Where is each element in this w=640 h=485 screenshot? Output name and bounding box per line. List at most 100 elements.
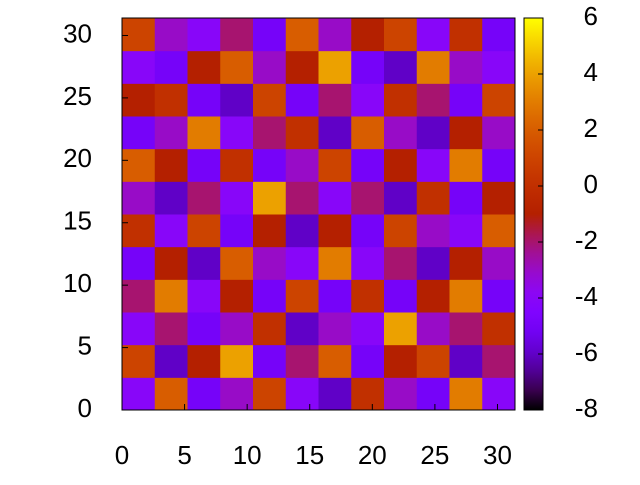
heat-cell: [154, 50, 188, 84]
heat-cell: [122, 116, 156, 150]
heat-cell: [482, 377, 516, 411]
heat-cell: [187, 18, 221, 52]
heat-cell: [187, 377, 221, 411]
heat-cell: [154, 246, 188, 280]
y-tick-label: 30: [63, 18, 92, 48]
heat-cell: [253, 312, 287, 346]
heat-cell: [220, 18, 254, 52]
heat-cell: [220, 344, 254, 378]
heat-cell: [285, 181, 319, 215]
heat-cell: [384, 377, 418, 411]
heat-cell: [187, 181, 221, 215]
heat-cell: [154, 116, 188, 150]
heat-cell: [416, 377, 450, 411]
heat-cell: [187, 344, 221, 378]
heat-cell: [253, 246, 287, 280]
heat-cell: [318, 312, 352, 346]
heat-cell: [416, 18, 450, 52]
heat-cell: [220, 377, 254, 411]
heat-cell: [253, 279, 287, 313]
heat-cell: [318, 50, 352, 84]
heat-cell: [253, 83, 287, 117]
colorbar-tick-label: 4: [584, 57, 598, 87]
heat-cell: [416, 312, 450, 346]
heat-cell: [384, 116, 418, 150]
heat-cell: [122, 214, 156, 248]
heat-cell: [351, 148, 385, 182]
heat-cell: [154, 83, 188, 117]
heat-cell: [154, 18, 188, 52]
heat-cell: [384, 83, 418, 117]
heat-cell: [187, 116, 221, 150]
heat-cell: [318, 18, 352, 52]
heat-cell: [351, 116, 385, 150]
heat-cell: [482, 181, 516, 215]
heat-cell: [253, 214, 287, 248]
heat-cell: [482, 246, 516, 280]
heat-cell: [285, 148, 319, 182]
heat-cell: [482, 214, 516, 248]
heat-cell: [285, 83, 319, 117]
heat-cell: [253, 377, 287, 411]
heat-cell: [285, 312, 319, 346]
colorbar-tick-label: 6: [584, 1, 598, 31]
heat-cell: [416, 246, 450, 280]
heat-cell: [187, 148, 221, 182]
heat-cell: [187, 246, 221, 280]
plot-border: [121, 17, 516, 411]
heat-cell: [416, 50, 450, 84]
heat-cell: [122, 181, 156, 215]
heat-cell: [220, 83, 254, 117]
heat-cell: [154, 214, 188, 248]
y-tick-label: 0: [78, 393, 92, 423]
heat-cell: [187, 214, 221, 248]
heat-cell: [449, 246, 483, 280]
heat-cell: [220, 214, 254, 248]
heat-cell: [122, 279, 156, 313]
heat-cell: [384, 50, 418, 84]
heat-cell: [482, 344, 516, 378]
heat-cell: [318, 377, 352, 411]
heat-cell: [318, 83, 352, 117]
x-tick-label: 5: [177, 440, 191, 470]
heat-cell: [122, 344, 156, 378]
heat-cell: [416, 344, 450, 378]
heat-cell: [285, 18, 319, 52]
heat-cell: [416, 279, 450, 313]
y-tick-label: 15: [63, 206, 92, 236]
heat-cell: [318, 214, 352, 248]
heat-cell: [449, 116, 483, 150]
heat-cell: [154, 148, 188, 182]
heat-cell: [285, 377, 319, 411]
heat-cell: [416, 83, 450, 117]
heat-cell: [318, 181, 352, 215]
heat-cell: [318, 344, 352, 378]
heat-cell: [220, 181, 254, 215]
heat-cell: [384, 214, 418, 248]
heat-cell: [384, 312, 418, 346]
heat-cell: [285, 246, 319, 280]
heat-cell: [220, 116, 254, 150]
heat-cell: [187, 83, 221, 117]
heat-cell: [122, 83, 156, 117]
heat-cell: [482, 312, 516, 346]
heat-cell: [449, 181, 483, 215]
colorbar-tick-label: 2: [584, 113, 598, 143]
heat-cell: [220, 50, 254, 84]
heat-cell: [482, 18, 516, 52]
x-tick-label: 15: [295, 440, 324, 470]
heat-cell: [449, 83, 483, 117]
heat-cell: [220, 279, 254, 313]
heat-cell: [449, 344, 483, 378]
heat-cell: [285, 344, 319, 378]
heatmap: [122, 18, 516, 411]
heat-cell: [351, 377, 385, 411]
heat-cell: [351, 312, 385, 346]
y-tick-label: 10: [63, 268, 92, 298]
heat-cell: [253, 181, 287, 215]
colorbar-tick-label: -8: [575, 393, 598, 423]
heat-cell: [351, 181, 385, 215]
heat-cell: [384, 181, 418, 215]
heat-cell: [122, 312, 156, 346]
colorbar-tick-label: -6: [575, 337, 598, 367]
